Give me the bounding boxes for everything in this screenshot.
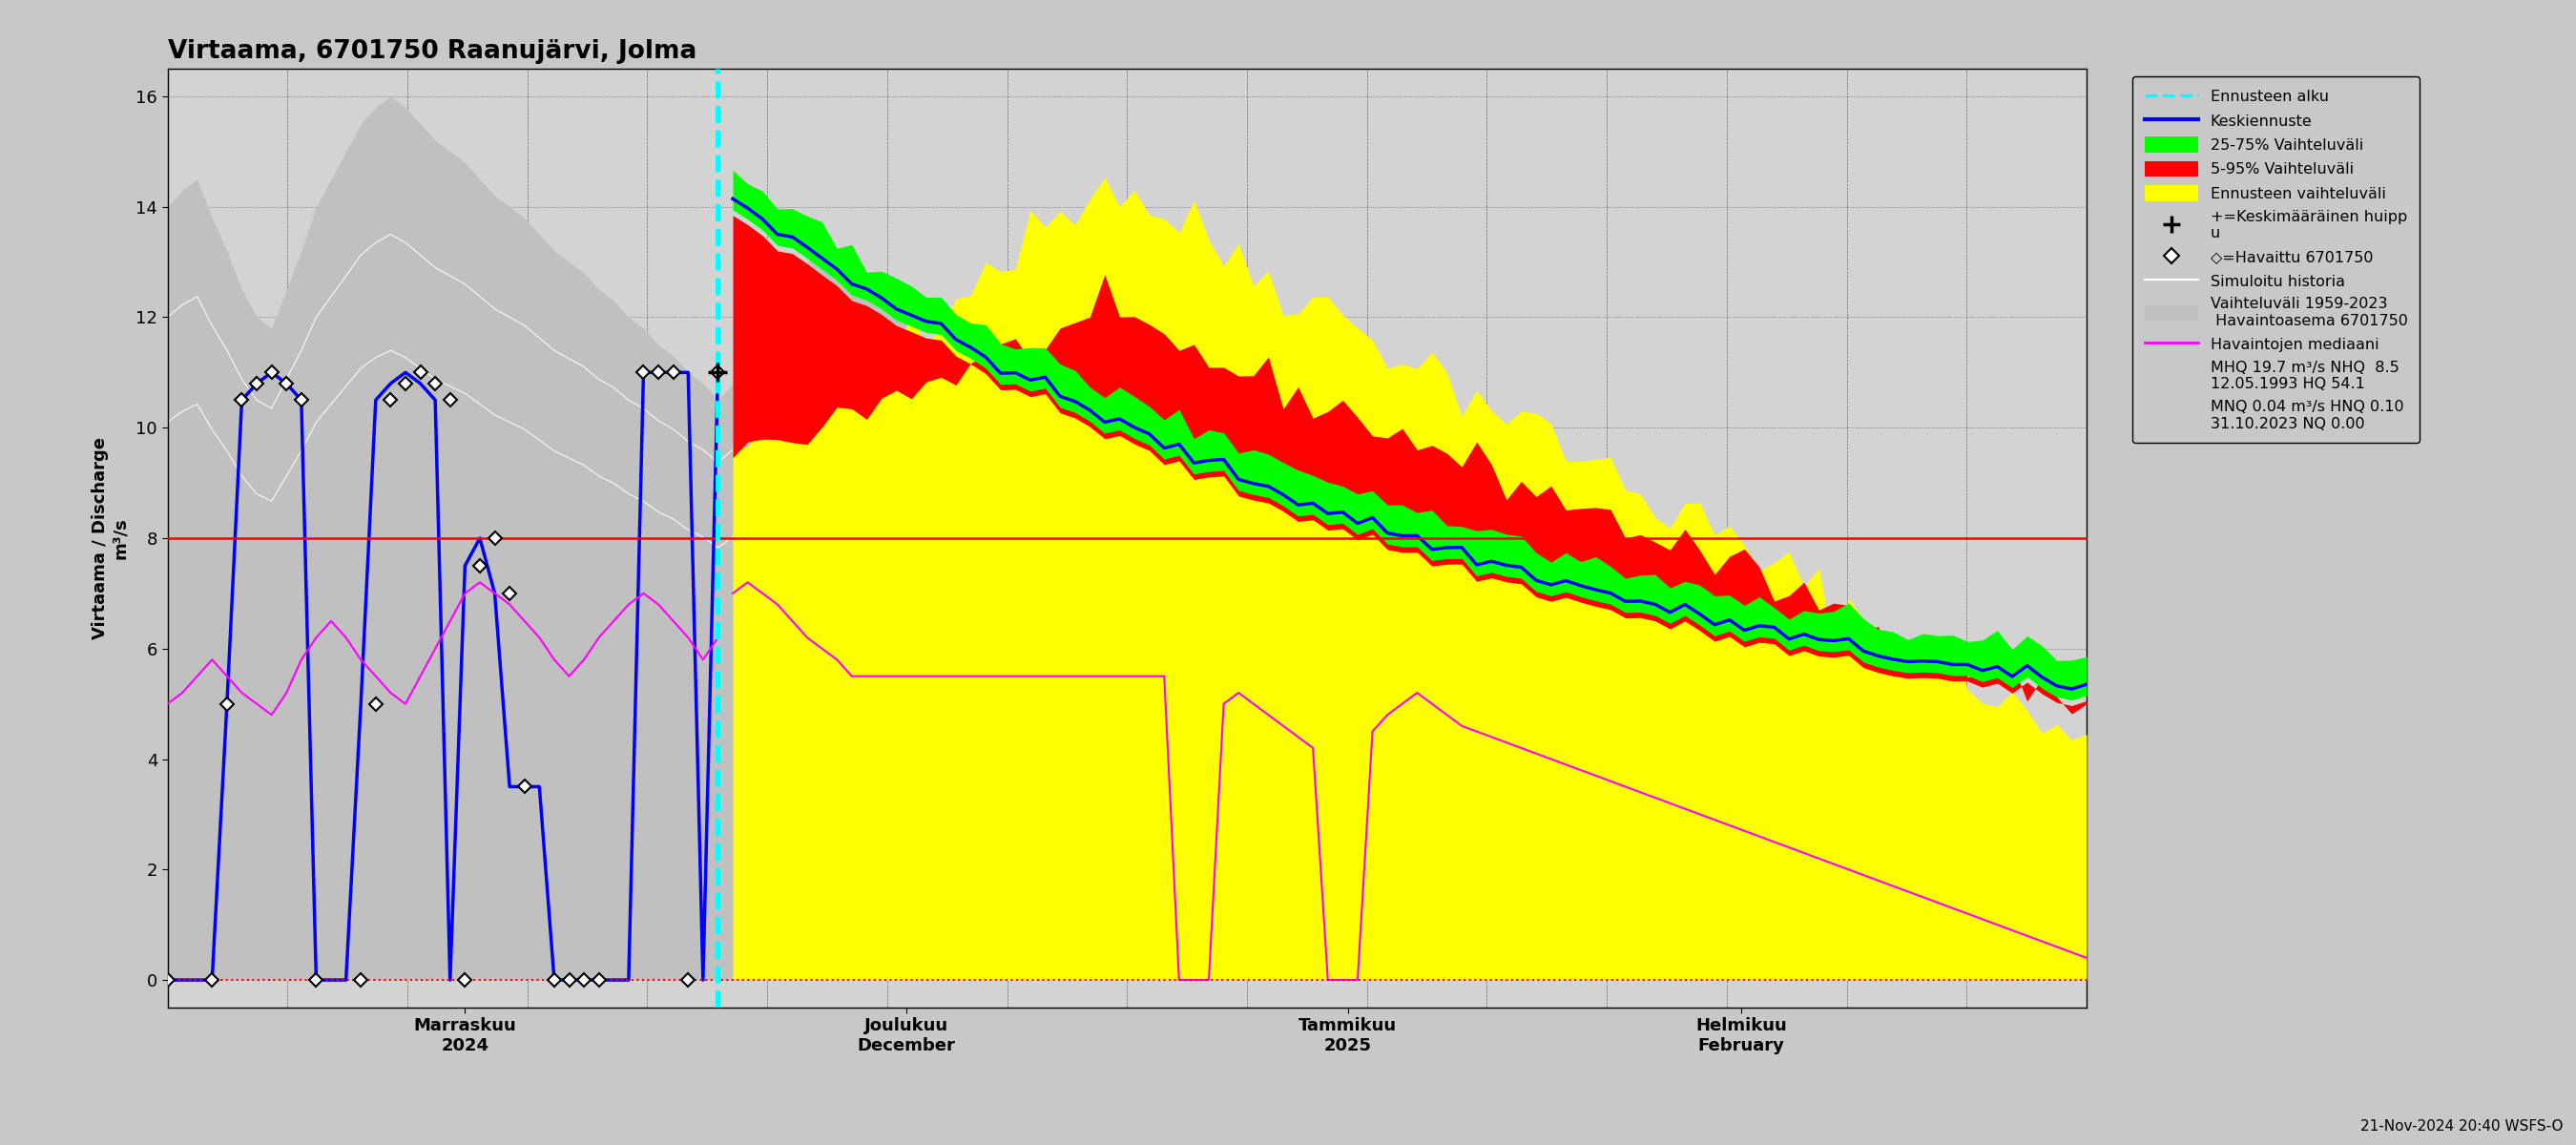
Text: Virtaama, 6701750 Raanujärvi, Jolma: Virtaama, 6701750 Raanujärvi, Jolma [167, 39, 696, 64]
Text: 21-Nov-2024 20:40 WSFS-O: 21-Nov-2024 20:40 WSFS-O [2360, 1120, 2563, 1134]
Legend: Ennusteen alku, Keskiennuste, 25-75% Vaihteluväli, 5-95% Vaihteluväli, Ennusteen: Ennusteen alku, Keskiennuste, 25-75% Vai… [2133, 77, 2419, 443]
Y-axis label: Virtaama / Discharge
m³/s: Virtaama / Discharge m³/s [93, 437, 129, 639]
